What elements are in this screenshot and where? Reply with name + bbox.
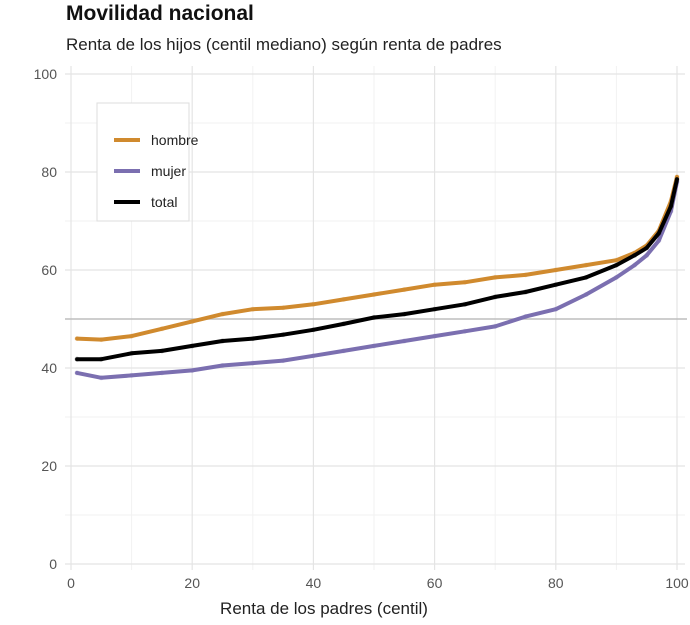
legend-label-mujer: mujer — [151, 163, 186, 179]
x-tick-label: 60 — [427, 575, 443, 591]
x-axis-label: Renta de los padres (centil) — [220, 599, 428, 618]
legend-box — [96, 102, 190, 222]
series-line-mujer — [75, 179, 679, 380]
series-line-total — [75, 177, 679, 362]
x-tick-label: 80 — [548, 575, 564, 591]
y-tick-label: 100 — [34, 66, 58, 82]
y-tick-label: 20 — [41, 458, 57, 474]
y-tick-label: 60 — [41, 262, 57, 278]
chart-title: Movilidad nacional — [66, 2, 254, 25]
y-tick-label: 80 — [41, 164, 57, 180]
legend-label-total: total — [151, 194, 177, 210]
y-tick-label: 40 — [41, 360, 57, 376]
y-tick-label: 0 — [49, 556, 57, 572]
legend-label-hombre: hombre — [151, 132, 199, 148]
x-tick-label: 20 — [184, 575, 200, 591]
x-tick-label: 40 — [306, 575, 322, 591]
x-tick-label: 0 — [67, 575, 75, 591]
chart-subtitle: Renta de los hijos (centil mediano) segú… — [66, 35, 502, 54]
x-tick-label: 100 — [665, 575, 689, 591]
series-line-hombre — [75, 174, 679, 342]
